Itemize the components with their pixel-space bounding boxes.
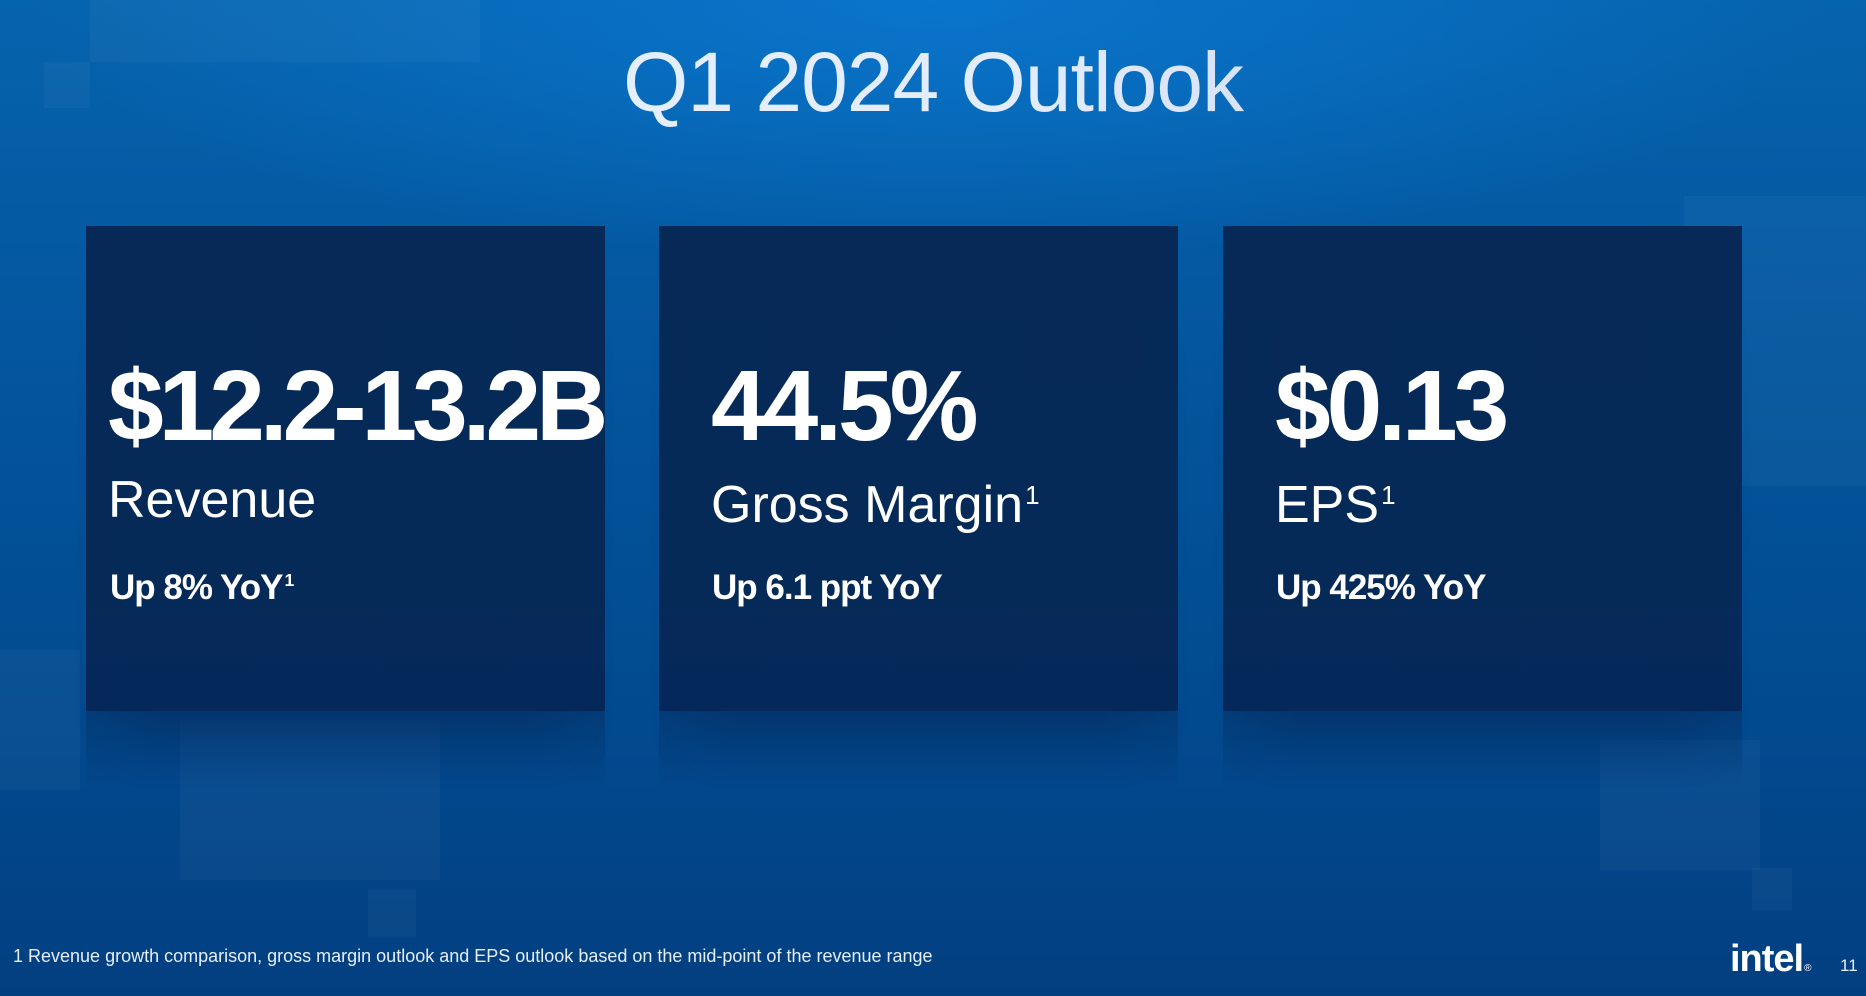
eps-label: EPS1 xyxy=(1275,476,1396,534)
revenue-value: $12.2-13.2B xyxy=(108,350,608,462)
registered-mark: ® xyxy=(1804,963,1811,974)
revenue-footnote-marker: 1 xyxy=(284,570,295,591)
background-tile xyxy=(368,890,416,938)
revenue-label: Revenue xyxy=(108,471,317,529)
gross-margin-label: Gross Margin1 xyxy=(711,476,1040,534)
intel-logo: intel® xyxy=(1730,938,1812,980)
page-number: 11 xyxy=(1840,956,1858,975)
gross-margin-value: 44.5% xyxy=(711,350,979,462)
gross-margin-change: Up 6.1 ppt YoY xyxy=(712,568,943,607)
gross-margin-footnote-marker: 1 xyxy=(1025,479,1040,510)
revenue-card: $12.2-13.2B Revenue Up 8% YoY 1 xyxy=(86,226,608,786)
background-tile xyxy=(0,650,80,790)
logo-wordmark: intel xyxy=(1730,938,1804,980)
revenue-growth: Up 8% YoY 1 xyxy=(110,568,295,607)
background-tile xyxy=(1752,868,1792,910)
slide-title: Q1 2024 Outlook xyxy=(0,34,1866,131)
footnote-text: 1 Revenue growth comparison, gross margi… xyxy=(13,946,933,966)
eps-footnote-marker: 1 xyxy=(1381,479,1396,510)
eps-value: $0.13 xyxy=(1275,350,1509,462)
eps-card: $0.13 EPS1 Up 425% YoY xyxy=(1223,226,1742,786)
gross-margin-card: 44.5% Gross Margin1 Up 6.1 ppt YoY xyxy=(659,226,1178,786)
eps-growth: Up 425% YoY xyxy=(1276,568,1486,607)
